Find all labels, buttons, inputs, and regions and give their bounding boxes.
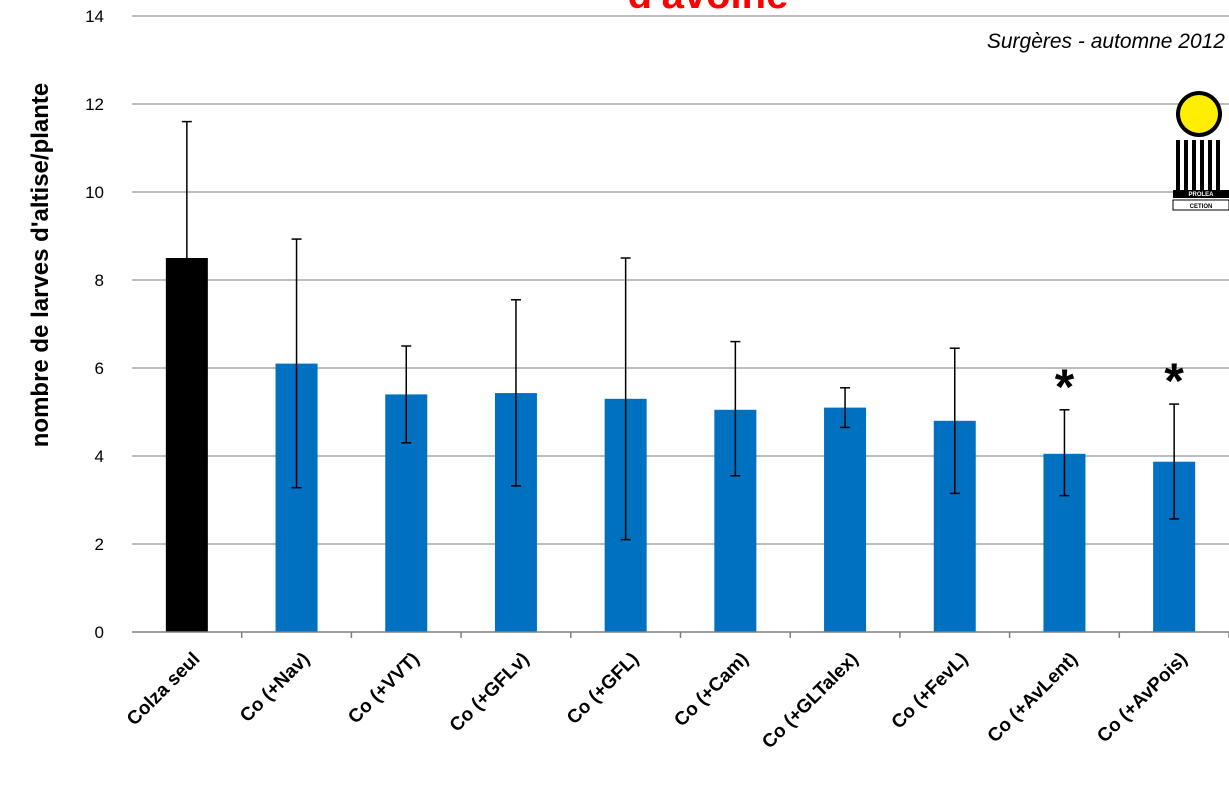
x-tick-label: Co (+VVT) [344,649,423,728]
x-tick-label: Co (+GFLv) [446,649,534,737]
logo-text-top: PROLEA [1188,192,1214,198]
error-bars [181,120,1180,541]
y-axis-label: nombre de larves d'altise/plante [27,83,54,448]
x-tick-label: Co (+GLTalex) [758,649,862,753]
y-tick-label: 10 [85,183,104,202]
x-tick-label: Co (+AvLent) [984,649,1082,747]
y-axis-ticks: 0 2 4 6 8 10 12 14 [85,7,104,642]
y-tick-label: 8 [95,271,104,290]
chart-title: d'avoine [628,0,789,17]
x-tick-label: Co (+FevL) [888,649,973,734]
bar [824,407,867,632]
x-tick-label: Co (+Cam) [670,649,752,731]
x-tick-label: Colza seul [123,649,204,730]
bars [165,258,1196,632]
x-tick-label: Co (+GFL) [563,649,643,729]
y-tick-label: 12 [85,95,104,114]
y-tick-label: 4 [95,447,104,466]
y-tick-label: 6 [95,359,104,378]
y-tick-label: 2 [95,535,104,554]
significance-markers: * * [1055,353,1185,415]
x-tick-label: Co (+AvPois) [1093,649,1191,747]
logo-text-bottom: CETION [1190,204,1213,210]
chart-subtitle: Surgères - automne 2012 [987,30,1225,53]
x-axis-ticks: Colza seul Co (+Nav) Co (+VVT) Co (+GFLv) Co… [123,632,1229,753]
y-tick-label: 14 [85,7,104,26]
bar [165,258,208,632]
significance-marker: * [1164,353,1184,409]
significance-marker: * [1055,359,1075,415]
proleaction-logo-icon: PROLEA CETION [1172,91,1229,211]
x-tick-label: Co (+Nav) [236,649,314,727]
y-tick-label: 0 [95,623,104,642]
